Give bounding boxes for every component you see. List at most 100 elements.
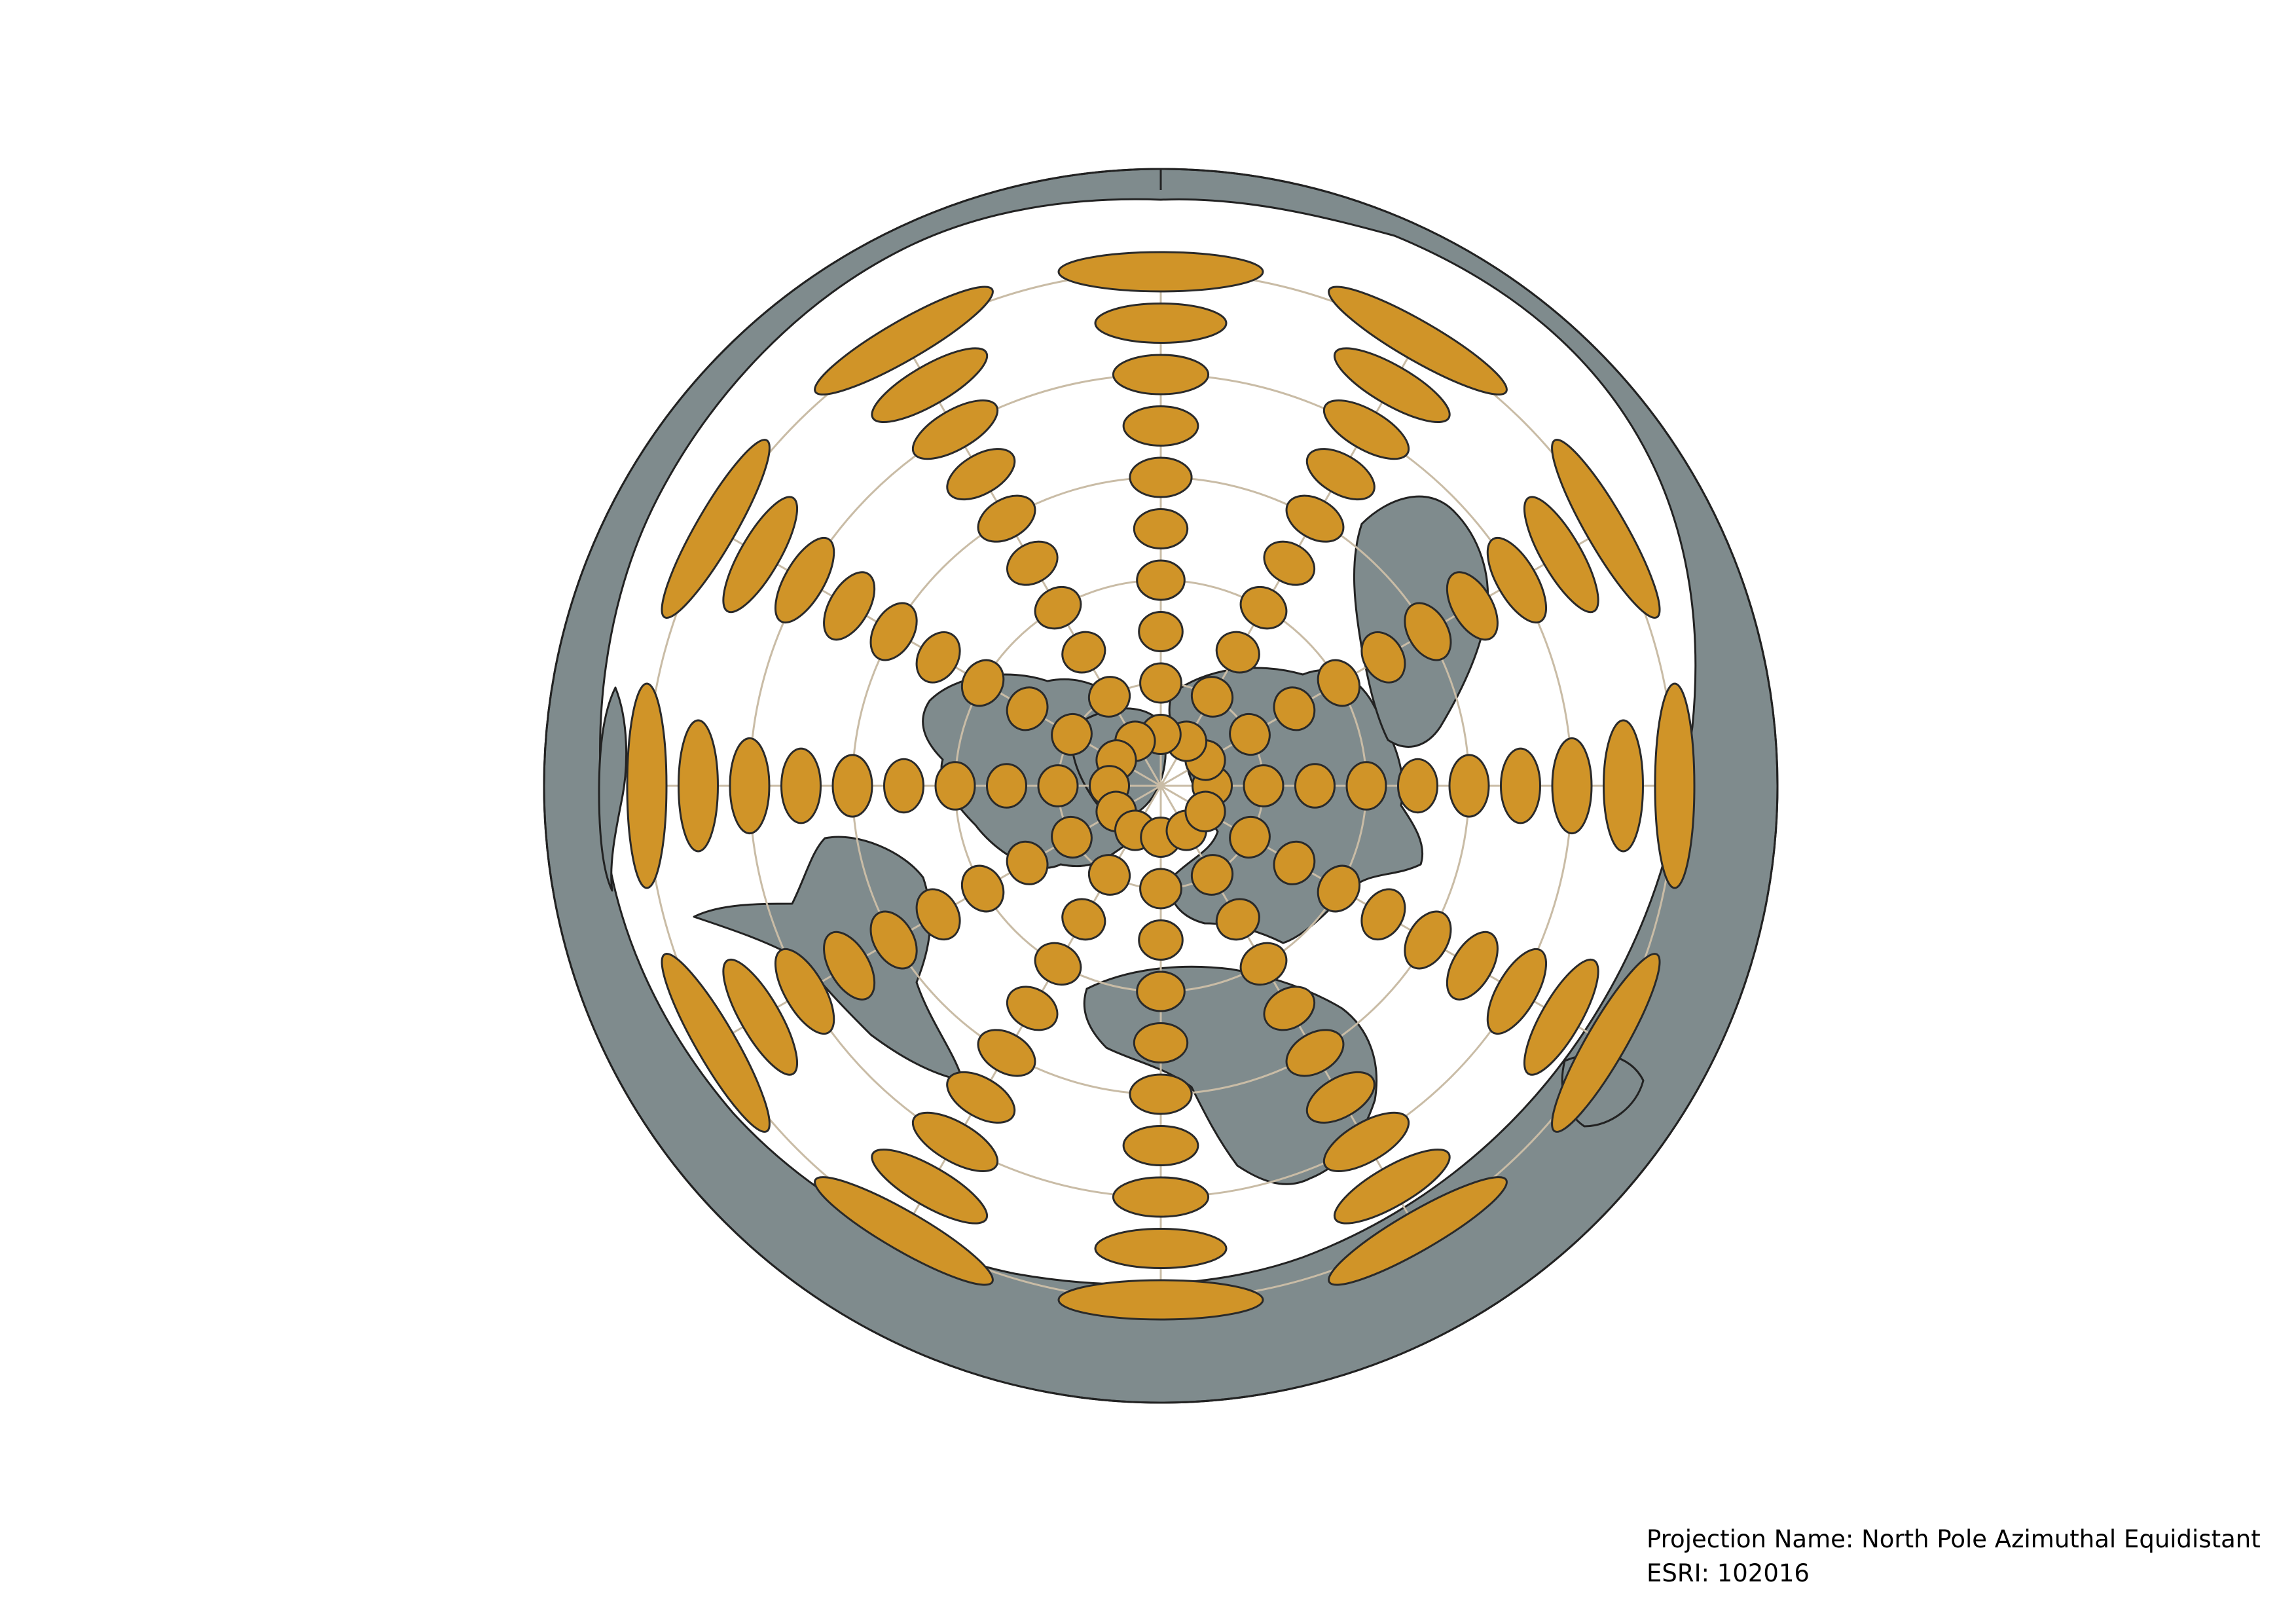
tissot-ellipse-icon (1322, 399, 1410, 460)
tissot-ellipse-icon (1006, 986, 1059, 1031)
tissot-ellipse-icon (1094, 303, 1228, 344)
tissot-ellipse-icon (1486, 948, 1548, 1035)
tissot-ellipse-icon (1184, 790, 1226, 833)
tissot-ellipse-icon (1190, 854, 1234, 896)
tissot-ellipse-icon (1006, 540, 1059, 586)
tissot-ellipse-icon (1360, 631, 1406, 684)
tissot-ellipse-icon (1129, 456, 1193, 498)
tissot-ellipse-icon (1129, 1073, 1193, 1115)
tissot-ellipse-icon (626, 682, 668, 889)
tissot-ellipse-icon (934, 761, 976, 811)
tissot-ellipse-icon (1397, 758, 1438, 814)
tissot-ellipse-icon (1139, 662, 1182, 704)
tissot-ellipse-icon (1051, 815, 1093, 859)
globe (543, 168, 1779, 1404)
tissot-ellipse-icon (1037, 764, 1079, 807)
tissot-ellipse-icon (1136, 559, 1186, 601)
tissot-ellipse-icon (1139, 868, 1182, 910)
tissot-ellipse-icon (1094, 1228, 1228, 1269)
tissot-ellipse-icon (1122, 405, 1199, 447)
tissot-ellipse-icon (1243, 764, 1285, 807)
tissot-ellipse-icon (1263, 986, 1316, 1031)
tissot-ellipse-icon (1138, 611, 1184, 652)
tissot-ellipse-icon (1523, 496, 1599, 614)
tissot-ellipse-icon (722, 958, 799, 1076)
tissot-ellipse-icon (1448, 754, 1490, 818)
tissot-ellipse-icon (1333, 347, 1451, 424)
tissot-ellipse-icon (1551, 439, 1661, 619)
tissot-ellipse-icon (977, 1029, 1036, 1077)
tissot-ellipse-icon (1404, 910, 1452, 970)
tissot-ellipse-icon (1006, 686, 1049, 731)
tissot-ellipse-icon (871, 1148, 989, 1225)
tissot-ellipse-icon (831, 754, 873, 818)
tissot-ellipse-icon (1229, 815, 1271, 859)
tissot-ellipse-icon (823, 571, 876, 641)
tissot-ellipse-icon (1112, 1176, 1210, 1218)
tissot-ellipse-icon (946, 448, 1016, 501)
tissot-ellipse-icon (1654, 682, 1696, 889)
tissot-ellipse-icon (977, 494, 1036, 543)
tissot-ellipse-icon (1138, 919, 1184, 961)
tissot-ellipse-icon (869, 602, 918, 661)
tissot-ellipse-icon (871, 347, 989, 424)
tissot-ellipse-icon (729, 737, 771, 835)
tissot-ellipse-icon (1328, 1176, 1508, 1286)
tissot-ellipse-icon (678, 719, 719, 853)
tissot-ellipse-icon (774, 536, 835, 624)
tissot-ellipse-icon (774, 948, 835, 1035)
tissot-ellipse-icon (1034, 942, 1082, 986)
tissot-ellipse-icon (1051, 712, 1093, 756)
tissot-ellipse-icon (1061, 898, 1106, 941)
tissot-ellipse-icon (661, 439, 771, 619)
tissot-ellipse-icon (1122, 1125, 1199, 1166)
tissot-ellipse-icon (1057, 251, 1264, 293)
tissot-ellipse-icon (823, 931, 876, 1001)
tissot-ellipse-icon (1273, 840, 1316, 885)
tissot-ellipse-icon (1486, 536, 1548, 624)
tissot-ellipse-icon (1305, 1071, 1376, 1124)
tissot-ellipse-icon (1305, 448, 1376, 501)
tissot-ellipse-icon (986, 763, 1027, 809)
tissot-ellipse-icon (1317, 864, 1361, 913)
tissot-ellipse-icon (869, 910, 918, 970)
tissot-ellipse-icon (1087, 854, 1131, 896)
tissot-ellipse-icon (911, 1111, 999, 1173)
tissot-ellipse-icon (1345, 761, 1387, 811)
esri-code-label: ESRI: 102016 (1647, 1559, 1810, 1587)
tissot-ellipse-icon (1333, 1148, 1451, 1225)
tissot-ellipse-icon (661, 953, 771, 1133)
tissot-ellipse-icon (722, 496, 799, 614)
tissot-ellipse-icon (1446, 571, 1499, 641)
tissot-ellipse-icon (1057, 1279, 1264, 1321)
tissot-ellipse-icon (1285, 1029, 1345, 1077)
tissot-ellipse-icon (960, 864, 1005, 913)
tissot-ellipse-icon (1061, 631, 1106, 674)
tissot-ellipse-icon (1006, 840, 1049, 885)
tissot-ellipse-icon (1215, 631, 1260, 674)
tissot-ellipse-icon (883, 758, 924, 814)
tissot-ellipse-icon (1112, 354, 1210, 396)
tissot-ellipse-icon (1239, 585, 1288, 630)
tissot-ellipse-icon (1523, 958, 1599, 1076)
tissot-ellipse-icon (1500, 747, 1541, 824)
tissot-ellipse-icon (1034, 585, 1082, 630)
map-caption: Projection Name: North Pole Azimuthal Eq… (1647, 1522, 2261, 1591)
tissot-ellipse-icon (814, 1176, 994, 1286)
tissot-ellipse-icon (915, 631, 961, 684)
tissot-ellipse-icon (1404, 602, 1452, 661)
tissot-ellipse-icon (911, 399, 999, 460)
tissot-ellipse-icon (915, 888, 961, 941)
tissot-ellipse-icon (1285, 494, 1345, 543)
tissot-ellipse-icon (814, 286, 994, 396)
tissot-ellipse-icon (1446, 931, 1499, 1001)
tissot-ellipse-icon (960, 659, 1005, 707)
tissot-ellipse-icon (1273, 686, 1316, 731)
tissot-ellipse-icon (1229, 712, 1271, 756)
land-west-fragment (598, 686, 628, 892)
tissot-ellipse-icon (1328, 286, 1508, 396)
tissot-ellipse-icon (1136, 970, 1186, 1012)
tissot-ellipse-icon (1190, 676, 1234, 718)
tissot-ellipse-icon (1133, 508, 1189, 549)
